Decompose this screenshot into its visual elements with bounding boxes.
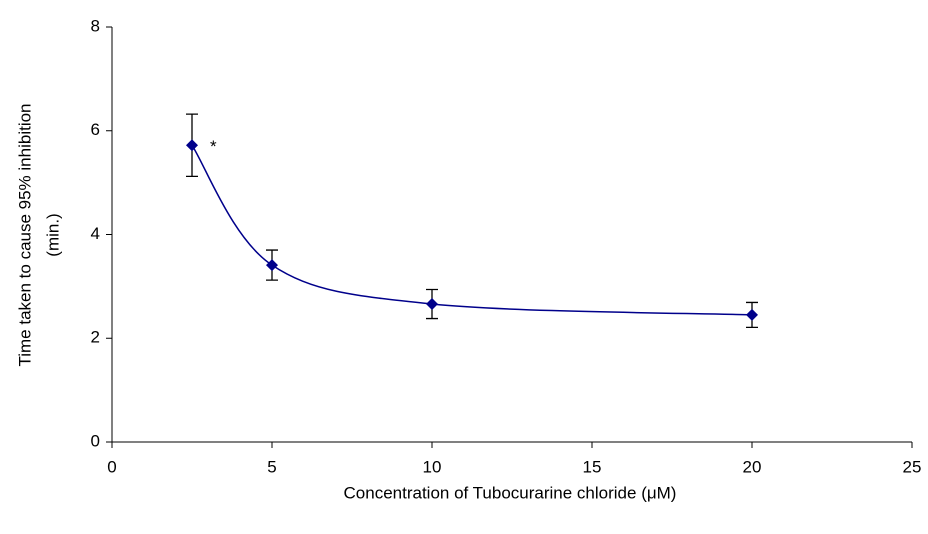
x-tick-label: 10 xyxy=(423,457,442,476)
point xyxy=(426,298,438,311)
x-tick-label: 5 xyxy=(267,457,276,476)
x-tick-label: 25 xyxy=(903,457,922,476)
y-tick-label: 4 xyxy=(91,224,100,243)
y-tick-label: 8 xyxy=(91,16,100,35)
y-tick-label: 6 xyxy=(91,120,100,139)
y-axis-title: Time taken to cause 95% inhibition xyxy=(15,103,34,366)
x-tick-label: 0 xyxy=(107,457,116,476)
annotation: * xyxy=(210,137,217,156)
line xyxy=(191,144,753,316)
point xyxy=(266,259,278,272)
x-axis-title: Concentration of Tubocurarine chloride (… xyxy=(344,483,677,502)
y-tick-label: 0 xyxy=(91,431,100,450)
x-tick-label: 20 xyxy=(743,457,762,476)
x-tick-label: 15 xyxy=(583,457,602,476)
point xyxy=(746,308,758,321)
y-tick-label: 2 xyxy=(91,328,100,347)
y-axis-title: (min.) xyxy=(43,213,62,256)
point xyxy=(186,139,198,152)
